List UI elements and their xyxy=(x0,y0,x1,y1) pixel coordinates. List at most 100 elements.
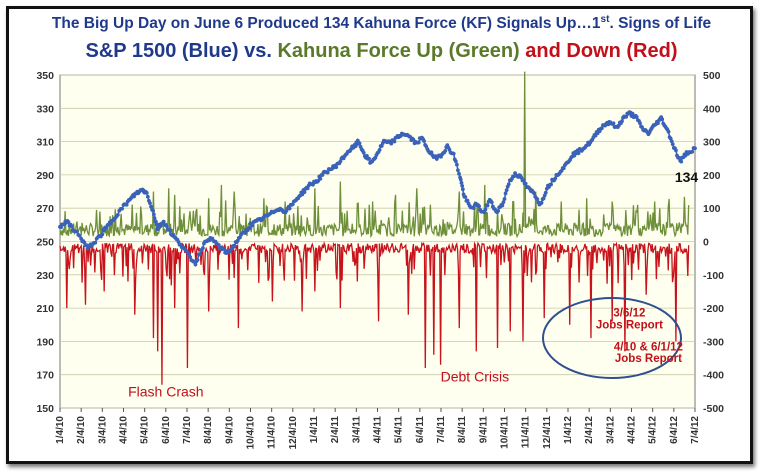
x-tick-label: 9/4/10 xyxy=(224,416,235,444)
x-tick-label: 5/4/12 xyxy=(648,416,659,444)
x-tick-label: 5/4/11 xyxy=(394,416,405,444)
x-tick-label: 4/4/11 xyxy=(373,416,384,444)
blue-point xyxy=(451,151,456,156)
chart-subtitle: S&P 1500 (Blue) vs. Kahuna Force Up (Gre… xyxy=(0,40,763,63)
y-right-tick-label: -100 xyxy=(703,270,724,282)
x-tick-label: 6/4/10 xyxy=(161,416,172,444)
blue-point xyxy=(154,222,159,227)
annotation-134: 134 xyxy=(675,169,699,185)
x-tick-label: 9/4/11 xyxy=(478,416,489,444)
series-blue-markers xyxy=(58,110,697,267)
y-right-tick-label: 500 xyxy=(703,70,721,82)
blue-point xyxy=(576,151,581,156)
blue-point xyxy=(154,219,158,224)
y-left-tick-label: 250 xyxy=(36,237,54,249)
x-tick-label: 7/4/10 xyxy=(182,416,193,444)
blue-point xyxy=(553,176,558,181)
blue-point xyxy=(630,111,635,116)
x-tick-label: 6/4/12 xyxy=(669,416,680,444)
x-tick-label: 1/4/12 xyxy=(563,416,574,444)
blue-point xyxy=(541,196,546,201)
blue-point xyxy=(287,206,292,211)
y-right-tick-label: 300 xyxy=(703,137,721,149)
blue-point xyxy=(429,150,434,155)
y-left-tick-label: 210 xyxy=(36,303,54,315)
blue-point xyxy=(152,216,157,220)
blue-point xyxy=(674,148,678,153)
blue-point xyxy=(624,114,629,119)
blue-point xyxy=(539,200,544,205)
blue-point xyxy=(679,159,684,164)
annotation-jobs-report-1: Jobs Report xyxy=(596,320,663,332)
blue-point xyxy=(453,159,458,164)
blue-point xyxy=(670,142,675,147)
blue-point xyxy=(454,162,459,167)
blue-point xyxy=(504,188,509,193)
x-tick-label: 2/4/10 xyxy=(76,416,87,444)
blue-point xyxy=(232,244,237,249)
x-tick-label: 7/4/11 xyxy=(436,416,447,444)
blue-point xyxy=(115,212,120,217)
y-right-tick-label: 100 xyxy=(703,203,721,215)
x-tick-label: 12/4/10 xyxy=(288,416,299,450)
x-tick-label: 8/4/11 xyxy=(457,416,468,444)
y-left-tick-label: 150 xyxy=(36,403,54,415)
y-right-tick-label: -500 xyxy=(703,403,724,415)
blue-point xyxy=(483,207,488,212)
blue-point xyxy=(463,195,468,199)
blue-point xyxy=(100,232,105,237)
blue-point xyxy=(188,255,193,260)
y-right-tick-label: 400 xyxy=(703,103,721,115)
blue-point xyxy=(228,249,233,254)
blue-point xyxy=(151,212,156,217)
x-tick-label: 11/4/10 xyxy=(267,416,278,449)
blue-point xyxy=(250,223,255,228)
annotation-debt-crisis: Debt Crisis xyxy=(441,368,509,384)
blue-point xyxy=(422,139,426,143)
title-tail-text: . Signs of Life xyxy=(609,15,712,33)
blue-point xyxy=(216,243,221,247)
x-tick-label: 2/4/12 xyxy=(584,416,595,444)
blue-point xyxy=(638,121,642,125)
y-left-tick-label: 170 xyxy=(36,370,54,382)
y-right-tick-label: 200 xyxy=(703,170,721,182)
blue-point xyxy=(501,200,506,205)
blue-point xyxy=(660,117,665,122)
blue-point xyxy=(561,166,566,171)
blue-point xyxy=(500,203,505,208)
blue-point xyxy=(496,208,501,213)
blue-point xyxy=(477,204,481,209)
x-tick-label: 3/4/10 xyxy=(97,416,108,444)
x-tick-label: 10/4/11 xyxy=(500,416,511,449)
blue-point xyxy=(503,191,508,196)
blue-point xyxy=(523,181,528,186)
blue-point xyxy=(69,224,74,229)
blue-point xyxy=(532,191,537,196)
x-tick-label: 5/4/10 xyxy=(140,416,151,444)
blue-point xyxy=(361,150,366,155)
blue-point xyxy=(465,198,470,203)
jobs-report-ellipse xyxy=(542,297,682,379)
series-red-line xyxy=(59,241,690,385)
x-tick-label: 4/4/10 xyxy=(119,416,130,444)
blue-point xyxy=(460,187,465,192)
blue-point xyxy=(367,156,371,161)
blue-point xyxy=(168,228,172,233)
blue-point xyxy=(460,183,465,188)
y-right-tick-label: 0 xyxy=(703,237,709,249)
blue-point xyxy=(669,139,674,144)
blue-point xyxy=(693,146,697,151)
blue-point xyxy=(456,168,460,173)
x-tick-label: 2/4/11 xyxy=(330,416,341,444)
subtitle-green: Kahuna Force Up (Green) xyxy=(277,40,520,62)
blue-point xyxy=(656,121,660,126)
blue-point xyxy=(690,149,695,154)
blue-point xyxy=(489,200,494,205)
annotation-4-10-6-1-12: 4/10 & 6/1/12 xyxy=(614,341,683,353)
blue-point xyxy=(334,165,339,170)
blue-point xyxy=(377,148,382,152)
blue-point xyxy=(132,194,136,199)
annotation-flash-crash: Flash Crash xyxy=(128,383,203,399)
blue-point xyxy=(471,206,476,210)
